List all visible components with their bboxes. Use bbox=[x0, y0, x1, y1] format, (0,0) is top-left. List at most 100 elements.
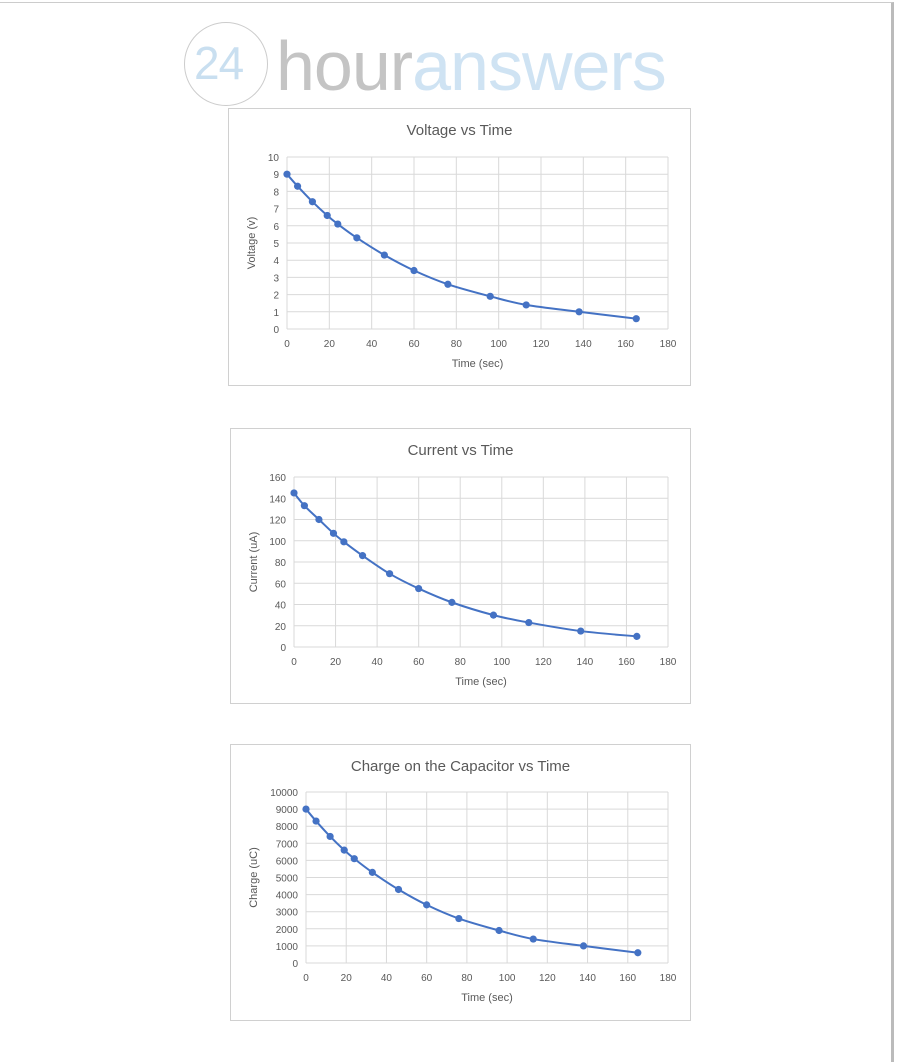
x-tick-label: 80 bbox=[451, 339, 463, 350]
y-tick-label: 1 bbox=[273, 308, 279, 319]
logo-word-hour: hour bbox=[276, 27, 413, 105]
x-tick-label: 160 bbox=[617, 339, 634, 350]
y-tick-label: 2 bbox=[273, 291, 279, 302]
y-tick-label: 4 bbox=[273, 256, 279, 267]
data-point bbox=[415, 584, 423, 593]
charge-chart: Charge on the Capacitor vs Time 0 1000 2000… bbox=[230, 744, 691, 1021]
x-tick-label: 120 bbox=[535, 657, 552, 668]
voltage-chart: Voltage vs Time 0 1 2 3 4 5 6 7 8 9 10 0 20 40 60 80 100 1… bbox=[228, 108, 691, 386]
data-point bbox=[358, 552, 367, 560]
data-point bbox=[315, 515, 323, 524]
data-point bbox=[486, 292, 494, 300]
y-tick-label: 1000 bbox=[276, 942, 299, 953]
x-tick-label: 0 bbox=[291, 657, 297, 668]
series-line bbox=[286, 173, 637, 320]
data-point bbox=[340, 538, 348, 546]
y-tick-label: 5000 bbox=[276, 874, 299, 885]
y-tick-label: 7 bbox=[273, 205, 279, 216]
data-point bbox=[312, 817, 320, 825]
y-tick-label: 0 bbox=[292, 959, 298, 970]
x-tick-label: 0 bbox=[303, 973, 309, 984]
data-point bbox=[353, 234, 361, 242]
data-point bbox=[326, 832, 334, 841]
current-chart: Current vs Time 0 20 40 60 80 100 120 140 160 0 20 4… bbox=[230, 428, 691, 704]
x-tick-label: 180 bbox=[660, 657, 677, 668]
y-tick-label: 60 bbox=[275, 579, 287, 590]
data-point bbox=[329, 529, 338, 537]
y-tick-label: 160 bbox=[269, 473, 286, 484]
data-point bbox=[529, 935, 537, 943]
x-axis-label: Time (sec) bbox=[461, 992, 513, 1004]
x-tick-label: 60 bbox=[408, 339, 420, 350]
x-tick-label: 20 bbox=[324, 339, 336, 350]
data-point bbox=[525, 618, 533, 627]
data-point bbox=[455, 914, 463, 923]
y-tick-label: 6 bbox=[273, 222, 279, 233]
data-point bbox=[634, 949, 642, 957]
data-point bbox=[448, 598, 456, 606]
logo-word-answers: answers bbox=[412, 27, 667, 105]
data-point bbox=[579, 942, 588, 950]
x-tick-label: 180 bbox=[660, 339, 677, 350]
chart-svg: Charge on the Capacitor vs Time 0 1000 2000… bbox=[248, 758, 677, 1004]
data-point bbox=[385, 570, 394, 578]
y-tick-label: 3 bbox=[273, 273, 279, 284]
y-tick-label: 7000 bbox=[276, 839, 299, 850]
y-tick-label: 10000 bbox=[270, 788, 298, 799]
x-tick-label: 40 bbox=[372, 657, 384, 668]
data-point bbox=[577, 627, 585, 635]
series-line bbox=[293, 492, 637, 638]
x-tick-label: 120 bbox=[539, 973, 556, 984]
y-tick-label: 6000 bbox=[276, 856, 299, 867]
x-tick-label: 40 bbox=[381, 973, 393, 984]
y-tick-label: 80 bbox=[275, 558, 287, 569]
x-tick-label: 60 bbox=[413, 657, 425, 668]
data-point bbox=[410, 266, 418, 275]
y-axis-label: Current (uA) bbox=[248, 532, 260, 593]
y-tick-label: 10 bbox=[268, 153, 280, 164]
chart-title: Charge on the Capacitor vs Time bbox=[351, 758, 570, 775]
series-line bbox=[305, 808, 638, 954]
data-point bbox=[495, 926, 503, 935]
x-tick-label: 0 bbox=[284, 339, 290, 350]
y-tick-label: 4000 bbox=[276, 891, 299, 902]
x-tick-label: 20 bbox=[330, 657, 342, 668]
data-point bbox=[380, 251, 388, 259]
chart-svg: Current vs Time 0 20 40 60 80 100 120 140 160 0 20 4… bbox=[248, 442, 677, 688]
data-point bbox=[300, 502, 308, 510]
y-tick-label: 3000 bbox=[276, 908, 299, 919]
data-point bbox=[633, 632, 641, 640]
chart-title: Current vs Time bbox=[408, 442, 514, 459]
y-tick-label: 20 bbox=[275, 622, 287, 633]
data-point bbox=[302, 805, 310, 813]
chart-title: Voltage vs Time bbox=[407, 122, 513, 139]
data-point bbox=[283, 170, 291, 178]
data-point bbox=[350, 855, 358, 863]
x-axis-label: Time (sec) bbox=[455, 676, 507, 688]
x-tick-label: 120 bbox=[533, 339, 550, 350]
x-tick-label: 100 bbox=[493, 657, 510, 668]
y-tick-label: 8000 bbox=[276, 822, 299, 833]
y-tick-label: 8 bbox=[273, 187, 279, 198]
x-tick-label: 160 bbox=[618, 657, 635, 668]
y-tick-label: 2000 bbox=[276, 925, 299, 936]
data-point bbox=[423, 901, 431, 909]
y-tick-label: 5 bbox=[273, 239, 279, 250]
x-tick-label: 140 bbox=[577, 657, 594, 668]
x-tick-label: 180 bbox=[660, 973, 677, 984]
logo-wordmark: houranswers bbox=[276, 26, 667, 106]
y-tick-label: 0 bbox=[273, 325, 279, 336]
y-tick-label: 9000 bbox=[276, 805, 299, 816]
data-point bbox=[334, 220, 342, 228]
y-axis-label: Charge (uC) bbox=[248, 847, 260, 908]
data-point bbox=[489, 611, 498, 619]
logo-number: 24 bbox=[194, 37, 244, 89]
data-point bbox=[290, 489, 298, 497]
y-tick-label: 0 bbox=[280, 643, 286, 654]
data-point bbox=[394, 885, 403, 894]
x-tick-label: 160 bbox=[619, 973, 636, 984]
x-tick-label: 20 bbox=[341, 973, 353, 984]
y-tick-label: 140 bbox=[269, 494, 286, 505]
data-point bbox=[293, 182, 302, 190]
